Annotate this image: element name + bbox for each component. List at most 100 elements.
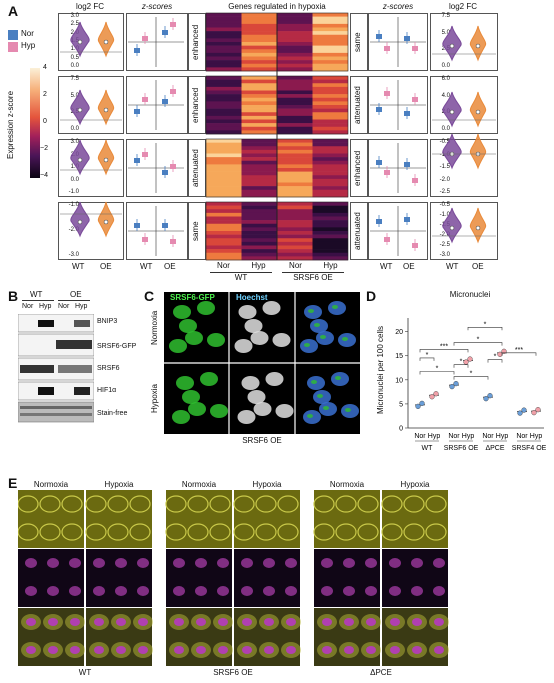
heatmap-cell xyxy=(206,205,242,210)
group-label: ΔPCE xyxy=(370,668,392,677)
cell-nucleus xyxy=(250,331,269,345)
left-row-label-box xyxy=(188,76,206,134)
heatmap-cell xyxy=(206,20,242,25)
heatmap-cell xyxy=(206,193,242,198)
heatmap-cell xyxy=(277,139,313,143)
heatmap-cell xyxy=(277,149,313,154)
heatmap-cell xyxy=(312,31,348,36)
heatmap-cell xyxy=(206,153,242,158)
micrograph-tile xyxy=(86,549,152,607)
heatmap-cell xyxy=(206,252,242,257)
data-point xyxy=(487,393,493,399)
x-label-oe: OE xyxy=(164,262,176,271)
violin-plots xyxy=(60,21,496,244)
significance-bracket xyxy=(453,376,489,380)
heatmap-cell xyxy=(312,149,348,154)
axis-tick-label: 0.0 xyxy=(70,126,79,132)
group-label: WT xyxy=(78,668,92,677)
heatmap-cell xyxy=(277,23,313,28)
heatmap-cell xyxy=(241,256,277,261)
heatmap-cell xyxy=(241,42,277,46)
heatmap-cell xyxy=(241,119,277,124)
axis-tick-label: 7.5 xyxy=(70,76,79,82)
heatmap-cell xyxy=(241,164,277,169)
blot-group-oe: OE xyxy=(70,290,82,299)
violin-shape xyxy=(70,139,90,176)
heatmap-cell xyxy=(241,227,277,232)
violin-median xyxy=(77,219,83,225)
data-point xyxy=(429,394,435,400)
heatmap-cell xyxy=(277,101,313,106)
heatmap-cell xyxy=(312,171,348,176)
heatmap-cell xyxy=(312,115,348,120)
heatmap-cell xyxy=(241,101,277,106)
cell-nucleus xyxy=(173,305,191,319)
heatmap-cell xyxy=(241,186,277,191)
heatmap-cell xyxy=(277,105,313,109)
heatmap-cell xyxy=(206,212,242,217)
axis-tick-label: 0.0 xyxy=(441,126,450,132)
heatmap-cell xyxy=(241,171,277,176)
heatmap-cell xyxy=(206,227,242,232)
heatmap-cell xyxy=(277,209,313,214)
heatmap-cell xyxy=(206,23,242,28)
heatmap-cell xyxy=(206,63,242,68)
heatmap-cell xyxy=(206,13,242,17)
heatmap-cell xyxy=(277,34,313,39)
heatmap-cell xyxy=(312,256,348,261)
heatmap-cell xyxy=(241,189,277,194)
group-label: ΔPCE xyxy=(485,445,504,452)
heatmap-cell xyxy=(206,146,242,151)
group-label: WT xyxy=(422,445,434,452)
heatmap-cell xyxy=(241,126,277,131)
heatmap-cell xyxy=(206,238,242,243)
heatmap-cell xyxy=(277,83,313,88)
heatmap-cell xyxy=(206,112,242,117)
heatmap-cell xyxy=(277,212,313,217)
heatmap-cell xyxy=(277,256,313,261)
heatmap-cell xyxy=(241,23,277,28)
violin-shape xyxy=(97,201,115,238)
violin-shape xyxy=(70,201,90,238)
violin-median xyxy=(103,39,109,45)
heatmap-cell xyxy=(206,220,242,225)
axis-tick-label: -2.0 xyxy=(439,232,450,238)
heatmap-cell xyxy=(241,56,277,61)
violin-median xyxy=(77,107,83,113)
heatmap-cell xyxy=(277,182,313,187)
condition-label: Normoxia xyxy=(181,480,217,489)
blot-col-label: Nor xyxy=(58,303,70,310)
heatmap-cell xyxy=(206,105,242,109)
significance-bracket xyxy=(453,364,469,368)
heatmap-cell xyxy=(206,223,242,228)
row-label-hypoxia: Hypoxia xyxy=(150,384,159,413)
blot-col-label: Hyp xyxy=(39,303,52,310)
heatmap-cell xyxy=(241,76,277,80)
heatmap-cell xyxy=(312,212,348,217)
axis-tick-label: 1.0 xyxy=(70,164,79,170)
heatmap-cell xyxy=(241,112,277,117)
heatmap-cell xyxy=(312,90,348,95)
x-tick-label: Hyp xyxy=(496,433,509,440)
heatmap-cell xyxy=(206,245,242,250)
cell-nucleus xyxy=(247,390,266,404)
colorbar-tick: 0 xyxy=(43,118,47,125)
heatmap-cell xyxy=(241,142,277,147)
heatmap-cell xyxy=(206,52,242,57)
x-tick-label: Hyp xyxy=(530,433,543,440)
colorbar-tick: 4 xyxy=(43,64,47,71)
axis-tick-label: -1.0 xyxy=(68,189,79,195)
heatmap-cell xyxy=(312,142,348,147)
x-label-wt: WT xyxy=(446,262,459,271)
heatmap-cell xyxy=(277,171,313,176)
panel-label-b: B xyxy=(8,288,19,304)
micrograph-caption: SRSF6 OE xyxy=(242,436,282,445)
heatmap-cell xyxy=(277,112,313,117)
cell-nucleus xyxy=(241,376,260,390)
heatmap-col-label: Hyp xyxy=(251,261,266,270)
colorbar-tick: −2 xyxy=(40,145,48,152)
heatmap-cell xyxy=(241,220,277,225)
cell-nucleus xyxy=(237,410,256,424)
cell-nucleus xyxy=(182,390,200,404)
left-log2fc-title: log2 FC xyxy=(75,2,104,11)
